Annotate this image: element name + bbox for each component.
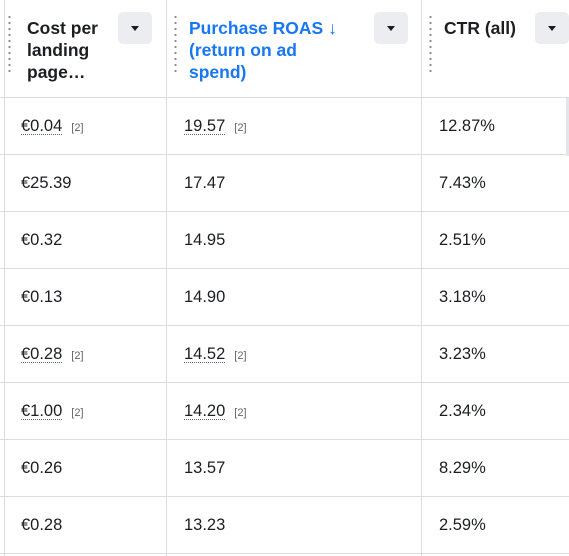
purchase-roas-cell: 19.57 [2]	[184, 98, 247, 154]
table-header: Cost per landing page… Purchase ROAS ↓ (…	[0, 0, 569, 98]
cost-per-landing-page-cell: €1.00 [2]	[21, 383, 84, 439]
column-divider	[4, 0, 5, 556]
cost-per-landing-page-cell: €0.26	[21, 440, 62, 496]
cell-value: 2.59%	[439, 516, 486, 534]
cell-value: €0.26	[21, 459, 63, 477]
column-title-line: landing	[27, 40, 90, 60]
dropdown-triangle-icon	[131, 26, 139, 31]
column-header-purchase-roas[interactable]: Purchase ROAS ↓ (return on ad spend)	[166, 0, 421, 98]
ctr-cell: 2.51%	[439, 212, 486, 268]
drag-grip-icon[interactable]	[174, 14, 177, 76]
ctr-cell: 8.29%	[439, 440, 486, 496]
cell-value[interactable]: 14.20	[184, 402, 226, 420]
drag-grip-icon[interactable]	[8, 14, 11, 76]
table-row: €0.04 [2] 19.57 [2] 12.87%	[0, 98, 569, 155]
cell-value: 3.18%	[439, 288, 486, 306]
cost-per-landing-page-cell: €0.13	[21, 269, 62, 325]
cell-value: 7.43%	[439, 174, 486, 192]
footnote-marker: [2]	[71, 407, 84, 419]
cell-value: 13.23	[184, 516, 226, 534]
footnote-marker: [2]	[234, 350, 247, 362]
dropdown-triangle-icon	[548, 26, 556, 31]
cost-per-landing-page-cell: €0.28 [2]	[21, 326, 84, 382]
column-menu-button[interactable]	[118, 12, 152, 44]
cell-value[interactable]: €0.04	[21, 117, 63, 135]
column-title-line: spend)	[189, 62, 247, 82]
cell-value: 13.57	[184, 459, 226, 477]
cell-value[interactable]: 19.57	[184, 117, 226, 135]
cost-per-landing-page-cell: €0.04 [2]	[21, 98, 84, 154]
purchase-roas-cell: 14.90	[184, 269, 225, 325]
ctr-cell: 2.59%	[439, 497, 486, 553]
table-row: €0.32 14.95 2.51%	[0, 212, 569, 269]
table-row: €0.28 [2] 14.52 [2] 3.23%	[0, 326, 569, 383]
column-header-ctr-all[interactable]: CTR (all)	[421, 0, 569, 98]
drag-grip-icon[interactable]	[429, 14, 432, 76]
purchase-roas-cell: 14.52 [2]	[184, 326, 247, 382]
footnote-marker: [2]	[71, 122, 84, 134]
column-header-cost-per-landing-page[interactable]: Cost per landing page…	[0, 0, 166, 98]
cell-value: 14.90	[184, 288, 226, 306]
cost-per-landing-page-cell: €0.32	[21, 212, 62, 268]
cost-per-landing-page-cell: €25.39	[21, 155, 71, 211]
cell-value: €0.13	[21, 288, 63, 306]
column-title: Cost per landing page…	[27, 17, 98, 83]
column-title-line: CTR (all)	[444, 18, 516, 38]
table-row: €0.28 13.23 2.59%	[0, 497, 569, 554]
ctr-cell: 3.23%	[439, 326, 486, 382]
cell-value[interactable]: 14.52	[184, 345, 226, 363]
footnote-marker: [2]	[234, 407, 247, 419]
cell-value: €25.39	[21, 174, 72, 192]
cell-value: €0.28	[21, 516, 63, 534]
cell-value[interactable]: €0.28	[21, 345, 63, 363]
ctr-cell: 3.18%	[439, 269, 486, 325]
ctr-cell: 12.87%	[439, 98, 495, 154]
purchase-roas-cell: 13.57	[184, 440, 225, 496]
column-divider	[166, 0, 167, 556]
column-title: Purchase ROAS ↓ (return on ad spend)	[189, 17, 337, 83]
dropdown-triangle-icon	[387, 26, 395, 31]
footnote-marker: [2]	[234, 122, 247, 134]
purchase-roas-cell: 17.47	[184, 155, 225, 211]
column-title-line: (return on ad	[189, 40, 297, 60]
cost-per-landing-page-cell: €0.28	[21, 497, 62, 553]
ctr-cell: 2.34%	[439, 383, 486, 439]
table-row: €25.39 17.47 7.43%	[0, 155, 569, 212]
cell-value: 17.47	[184, 174, 226, 192]
cell-value: 8.29%	[439, 459, 486, 477]
table-row: €0.13 14.90 3.18%	[0, 269, 569, 326]
column-menu-button[interactable]	[535, 12, 569, 44]
purchase-roas-cell: 14.20 [2]	[184, 383, 247, 439]
table-row: €1.00 [2] 14.20 [2] 2.34%	[0, 383, 569, 440]
column-divider	[421, 0, 422, 556]
footnote-marker: [2]	[71, 350, 84, 362]
column-title: CTR (all)	[444, 17, 516, 39]
ctr-cell: 7.43%	[439, 155, 486, 211]
cell-value: 14.95	[184, 231, 226, 249]
column-title-line: page…	[27, 62, 86, 82]
cell-value: 2.34%	[439, 402, 486, 420]
cell-value[interactable]: €1.00	[21, 402, 63, 420]
column-title-line: Cost per	[27, 18, 98, 38]
table-row: €0.26 13.57 8.29%	[0, 440, 569, 497]
purchase-roas-cell: 14.95	[184, 212, 225, 268]
purchase-roas-cell: 13.23	[184, 497, 225, 553]
column-title-line: Purchase ROAS ↓	[189, 18, 337, 38]
cell-value: €0.32	[21, 231, 63, 249]
cell-value: 2.51%	[439, 231, 486, 249]
vertical-scrollbar[interactable]	[566, 98, 569, 156]
column-menu-button[interactable]	[374, 12, 408, 44]
cell-value: 12.87%	[439, 117, 495, 135]
cell-value: 3.23%	[439, 345, 486, 363]
